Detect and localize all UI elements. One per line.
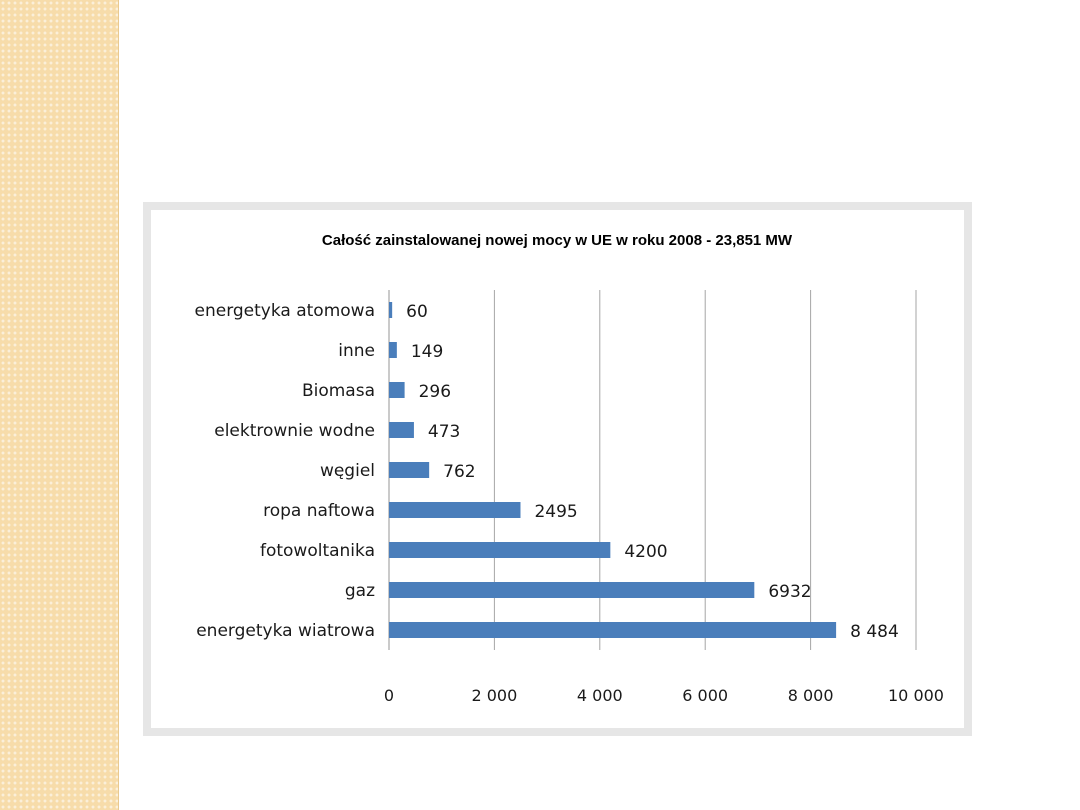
bar: [389, 542, 611, 558]
value-label: 6932: [768, 582, 811, 602]
value-label: 4200: [624, 542, 667, 562]
value-label: 762: [443, 462, 475, 482]
x-axis-ticks: 0 2 000 4 000 6 000 8 000 10 000: [384, 686, 944, 705]
value-label: 8 484: [850, 622, 899, 642]
bar: [389, 582, 755, 598]
category-label: elektrownie wodne: [214, 421, 375, 441]
bar: [389, 422, 414, 438]
category-label: inne: [338, 341, 375, 361]
x-tick-label: 6 000: [682, 686, 728, 705]
x-tick-label: 2 000: [471, 686, 517, 705]
value-label: 149: [411, 342, 443, 362]
bar: [389, 382, 405, 398]
category-label: węgiel: [320, 461, 375, 481]
bar: [389, 622, 837, 638]
x-tick-label: 0: [384, 686, 394, 705]
x-tick-label: 8 000: [788, 686, 834, 705]
bar: [389, 502, 521, 518]
decorative-side-strip: [0, 0, 119, 810]
category-label: fotowoltanika: [260, 541, 375, 561]
bar: [389, 342, 397, 358]
bar: [389, 302, 393, 318]
value-label: 60: [406, 302, 428, 322]
category-labels: energetyka atomowa inne Biomasa elektrownie…: [195, 301, 376, 641]
value-labels: 60 149 296 473 762 2495 4200 6932 8 484: [406, 302, 899, 642]
x-tick-label: 10 000: [888, 686, 944, 705]
x-tick-label: 4 000: [577, 686, 623, 705]
chart-title: Całość zainstalowanej nowej mocy w UE w …: [322, 232, 793, 249]
chart-area: Całość zainstalowanej nowej mocy w UE w …: [151, 210, 964, 728]
category-label: Biomasa: [302, 381, 375, 401]
bar-chart: Całość zainstalowanej nowej mocy w UE w …: [195, 232, 944, 705]
category-label: energetyka wiatrowa: [196, 621, 375, 641]
chart-frame: Całość zainstalowanej nowej mocy w UE w …: [143, 202, 972, 736]
value-label: 473: [428, 422, 460, 442]
category-label: gaz: [345, 581, 375, 601]
category-label: energetyka atomowa: [195, 301, 376, 321]
bars: [389, 302, 837, 638]
value-label: 296: [419, 382, 451, 402]
category-label: ropa naftowa: [263, 501, 375, 521]
value-label: 2495: [534, 502, 577, 522]
bar: [389, 462, 430, 478]
